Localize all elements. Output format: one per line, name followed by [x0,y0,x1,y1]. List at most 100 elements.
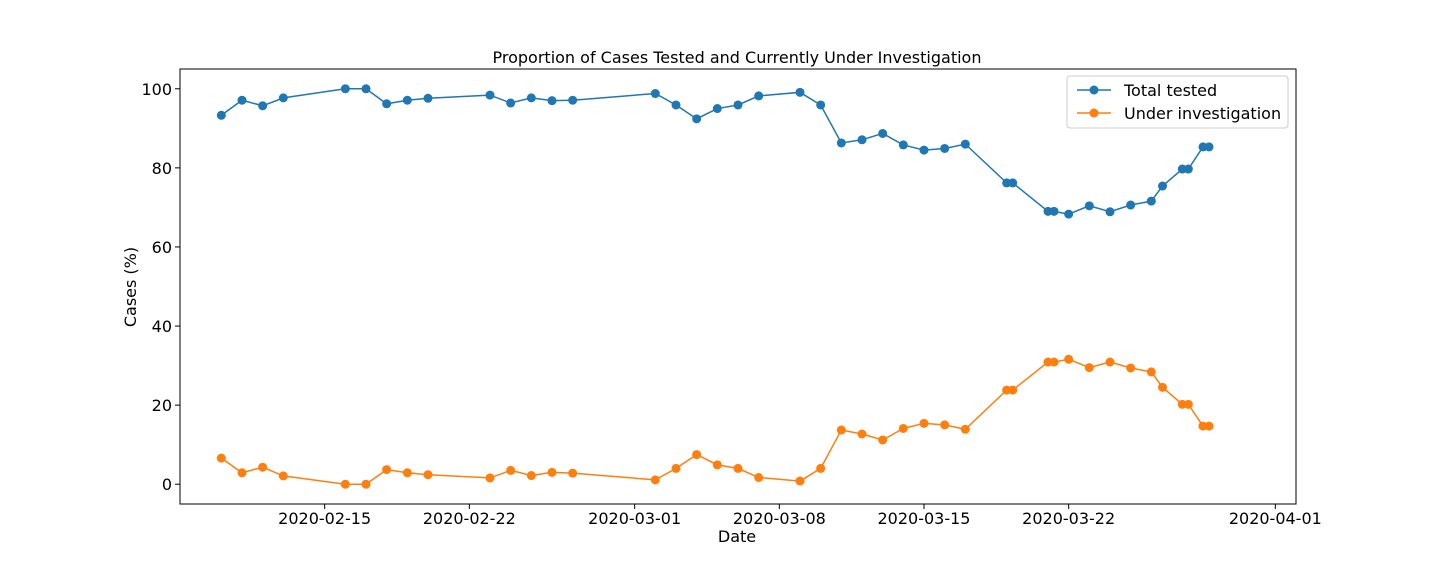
data-point-under-investigation [692,450,702,460]
data-point-under-investigation [402,468,412,478]
data-point-total-tested [733,100,743,110]
y-axis-title: Cases (%) [121,247,140,327]
data-point-under-investigation [1064,354,1074,364]
data-point-total-tested [361,84,371,94]
x-tick-label: 2020-02-22 [423,509,516,528]
data-point-under-investigation [650,475,660,485]
data-point-total-tested [1204,142,1214,152]
data-point-total-tested [1105,207,1115,217]
y-tick-label: 20 [152,396,172,415]
data-point-under-investigation [361,479,371,489]
data-point-under-investigation [795,476,805,486]
data-point-under-investigation [940,420,950,430]
data-point-total-tested [506,98,516,108]
plot-area [179,68,1297,505]
data-point-under-investigation [526,471,536,481]
legend-label-under-investigation: Under investigation [1124,104,1281,123]
chart-title: Proportion of Cases Tested and Currently… [493,48,982,67]
data-point-total-tested [816,100,826,110]
data-point-total-tested [754,91,764,101]
data-point-under-investigation [712,460,722,470]
data-point-under-investigation [1105,357,1115,367]
data-point-total-tested [919,145,929,155]
x-tick-label: 2020-03-15 [878,509,971,528]
data-point-under-investigation [898,423,908,433]
data-point-under-investigation [547,467,557,477]
data-point-total-tested [1126,200,1136,210]
y-axis: 0 20 40 60 80 100 [141,80,180,494]
legend-label-total-tested: Total tested [1123,81,1217,100]
x-tick-label: 2020-04-01 [1229,509,1322,528]
data-point-under-investigation [568,468,578,478]
data-point-total-tested [857,135,867,145]
data-point-under-investigation [216,453,226,463]
data-point-total-tested [1146,196,1156,206]
data-point-under-investigation [1183,399,1193,409]
data-point-total-tested [423,93,433,103]
series-layer [216,84,1214,489]
data-point-under-investigation [733,463,743,473]
data-point-under-investigation [485,473,495,483]
data-point-total-tested [940,143,950,153]
data-point-under-investigation [258,462,268,472]
y-tick-label: 80 [152,159,172,178]
data-point-total-tested [1084,201,1094,211]
data-point-under-investigation [878,435,888,445]
data-point-total-tested [216,110,226,120]
data-point-under-investigation [1084,363,1094,373]
data-point-total-tested [526,93,536,103]
data-point-total-tested [795,87,805,97]
data-point-total-tested [485,90,495,100]
data-point-total-tested [1158,181,1168,191]
data-point-under-investigation [1146,367,1156,377]
data-point-under-investigation [754,473,764,482]
y-tick-label: 40 [152,317,172,336]
x-tick-label: 2020-03-01 [588,509,681,528]
x-tick-label: 2020-03-22 [1022,509,1115,528]
legend-marker-total-tested [1089,85,1099,95]
series-under-investigation [216,354,1214,489]
data-point-total-tested [237,95,247,105]
data-point-under-investigation [857,429,867,439]
legend: Total tested Under investigation [1066,75,1289,129]
data-point-under-investigation [1204,421,1214,431]
data-point-total-tested [1008,178,1018,188]
data-point-total-tested [836,138,846,148]
x-axis: 2020-02-15 2020-02-22 2020-03-01 2020-03-08… [278,504,1322,528]
legend-box [1066,75,1289,129]
data-point-under-investigation [423,470,433,480]
data-point-total-tested [278,93,288,103]
data-point-total-tested [712,104,722,114]
legend-item-total-tested: Total tested [1077,81,1217,100]
data-point-under-investigation [1126,363,1136,373]
data-point-total-tested [650,89,660,99]
data-point-under-investigation [382,465,392,475]
data-point-total-tested [1183,164,1193,174]
data-point-total-tested [547,96,557,106]
data-point-total-tested [382,99,392,109]
data-point-under-investigation [237,468,247,478]
data-point-total-tested [1049,206,1059,216]
data-point-under-investigation [340,479,350,489]
x-tick-label: 2020-03-08 [733,509,826,528]
data-point-under-investigation [1158,382,1168,392]
x-tick-label: 2020-02-15 [278,509,371,528]
legend-marker-under-investigation [1089,108,1099,118]
data-point-total-tested [692,114,702,124]
data-point-under-investigation [1049,357,1059,367]
data-point-under-investigation [960,424,970,434]
data-point-under-investigation [671,463,681,473]
legend-item-under-investigation: Under investigation [1077,104,1281,123]
data-point-total-tested [402,95,412,105]
series-total-tested [216,84,1214,219]
data-point-total-tested [340,84,350,94]
data-point-under-investigation [278,471,288,481]
data-point-total-tested [1064,209,1074,219]
data-point-total-tested [671,100,681,110]
data-point-under-investigation [836,425,846,435]
y-tick-label: 60 [152,238,172,257]
data-point-total-tested [568,95,578,105]
y-tick-label: 0 [162,475,172,494]
y-tick-label: 100 [141,80,172,99]
